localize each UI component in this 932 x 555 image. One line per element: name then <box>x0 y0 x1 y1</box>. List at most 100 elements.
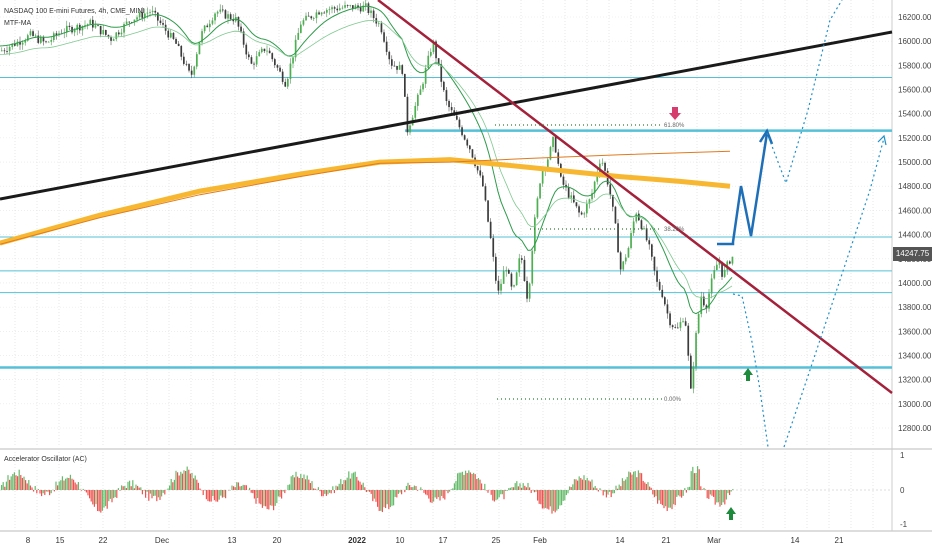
oscillator-bar <box>715 490 716 505</box>
candle-body <box>552 137 554 147</box>
candle-body <box>40 38 42 43</box>
oscillator-bar <box>511 487 512 490</box>
oscillator-bar <box>12 474 13 490</box>
oscillator-bar <box>100 490 101 513</box>
oscillator-bar <box>246 485 247 490</box>
symbol-title[interactable]: NASDAQ 100 E-mini Futures, 4h, CME_MINI <box>4 6 144 18</box>
oscillator-bar <box>727 490 728 493</box>
candle-body <box>529 284 531 299</box>
candle-body <box>500 284 502 291</box>
candle-body <box>4 50 6 51</box>
candle-body <box>521 258 523 260</box>
oscillator-bar <box>60 480 61 490</box>
candle-body <box>334 7 336 9</box>
oscillator-bar <box>57 485 58 490</box>
candle-body <box>724 270 726 277</box>
oscillator-bar <box>683 490 684 496</box>
oscillator-bar <box>235 487 236 490</box>
oscillator-pane <box>0 450 892 532</box>
oscillator-bar <box>700 486 701 490</box>
oscillator-bar <box>484 484 485 490</box>
oscillator-bar <box>375 490 376 502</box>
oscillator-bar <box>121 485 122 490</box>
oscillator-bar <box>148 490 149 501</box>
oscillator-bar <box>292 475 293 490</box>
oscillator-bar <box>191 473 192 490</box>
oscillator-bar <box>687 487 688 490</box>
oscillator-bar <box>358 480 359 490</box>
oscillator-bar <box>487 490 488 493</box>
oscillator-bar <box>126 488 127 490</box>
oscillator-bar <box>473 473 474 490</box>
candle-body <box>105 30 107 35</box>
oscillator-bar <box>630 472 631 490</box>
oscillator-bar <box>393 490 394 505</box>
oscillator-bar <box>555 490 556 512</box>
candle-body <box>586 204 588 214</box>
candle-body <box>518 258 520 272</box>
oscillator-bar <box>78 482 79 490</box>
oscillator-bar <box>699 469 700 490</box>
candle-body <box>524 260 526 281</box>
candle-body <box>238 17 240 27</box>
oscillator-axis: 10-1 <box>900 451 908 529</box>
oscillator-bar <box>145 490 146 498</box>
oscillator-bar <box>159 490 160 500</box>
oscillator-bar <box>425 490 426 494</box>
oscillator-bar <box>588 480 589 490</box>
candle-body <box>404 74 406 97</box>
oscillator-bar <box>631 475 632 490</box>
oscillator-bar <box>662 490 663 505</box>
oscillator-bar <box>697 466 698 490</box>
candle-body <box>409 125 411 132</box>
oscillator-bar <box>420 487 421 490</box>
oscillator-bar <box>566 490 567 495</box>
oscillator-bar <box>324 490 325 494</box>
price-tick-label: 12800.00 <box>898 424 932 433</box>
oscillator-bar <box>7 475 8 490</box>
candle-body <box>729 261 731 263</box>
oscillator-bar <box>446 490 447 491</box>
oscillator-bar <box>329 490 330 493</box>
candle-body <box>513 285 515 286</box>
oscillator-bar <box>67 478 68 490</box>
oscillator-bar <box>388 490 389 509</box>
oscillator-bar <box>713 490 714 497</box>
oscillator-bar <box>179 475 180 490</box>
oscillator-bar <box>398 490 399 494</box>
oscillator-bar <box>609 490 610 492</box>
oscillator-bar <box>724 490 725 504</box>
candle-body <box>271 53 273 59</box>
candle-body <box>35 36 37 37</box>
candle-body <box>466 140 468 146</box>
oscillator-bar <box>4 487 5 490</box>
oscillator-bar <box>457 473 458 490</box>
candle-body <box>157 13 159 21</box>
oscillator-bar <box>387 490 388 504</box>
oscillator-title[interactable]: Accelerator Oscillator (AC) <box>4 456 87 463</box>
oscillator-bar <box>510 488 511 490</box>
oscillator-bar <box>711 490 712 496</box>
candle-body <box>222 10 224 11</box>
oscillator-bar <box>451 489 452 490</box>
candle-body <box>394 66 396 67</box>
candle-body <box>448 101 450 107</box>
oscillator-bar <box>561 490 562 505</box>
oscillator-bar <box>177 472 178 490</box>
oscillator-bar <box>547 490 548 509</box>
oscillator-bar <box>340 479 341 490</box>
oscillator-bar <box>275 490 276 506</box>
candle-body <box>277 65 279 68</box>
oscillator-bar <box>163 490 164 493</box>
oscillator-bar <box>334 490 335 493</box>
oscillator-bar <box>203 490 204 495</box>
oscillator-bar <box>265 490 266 506</box>
candle-body <box>628 248 630 258</box>
oscillator-bar <box>199 489 200 490</box>
oscillator-bar <box>59 481 60 490</box>
oscillator-bar <box>79 489 80 490</box>
oscillator-bar <box>406 486 407 490</box>
indicator-label[interactable]: MTF-MA <box>4 18 144 30</box>
